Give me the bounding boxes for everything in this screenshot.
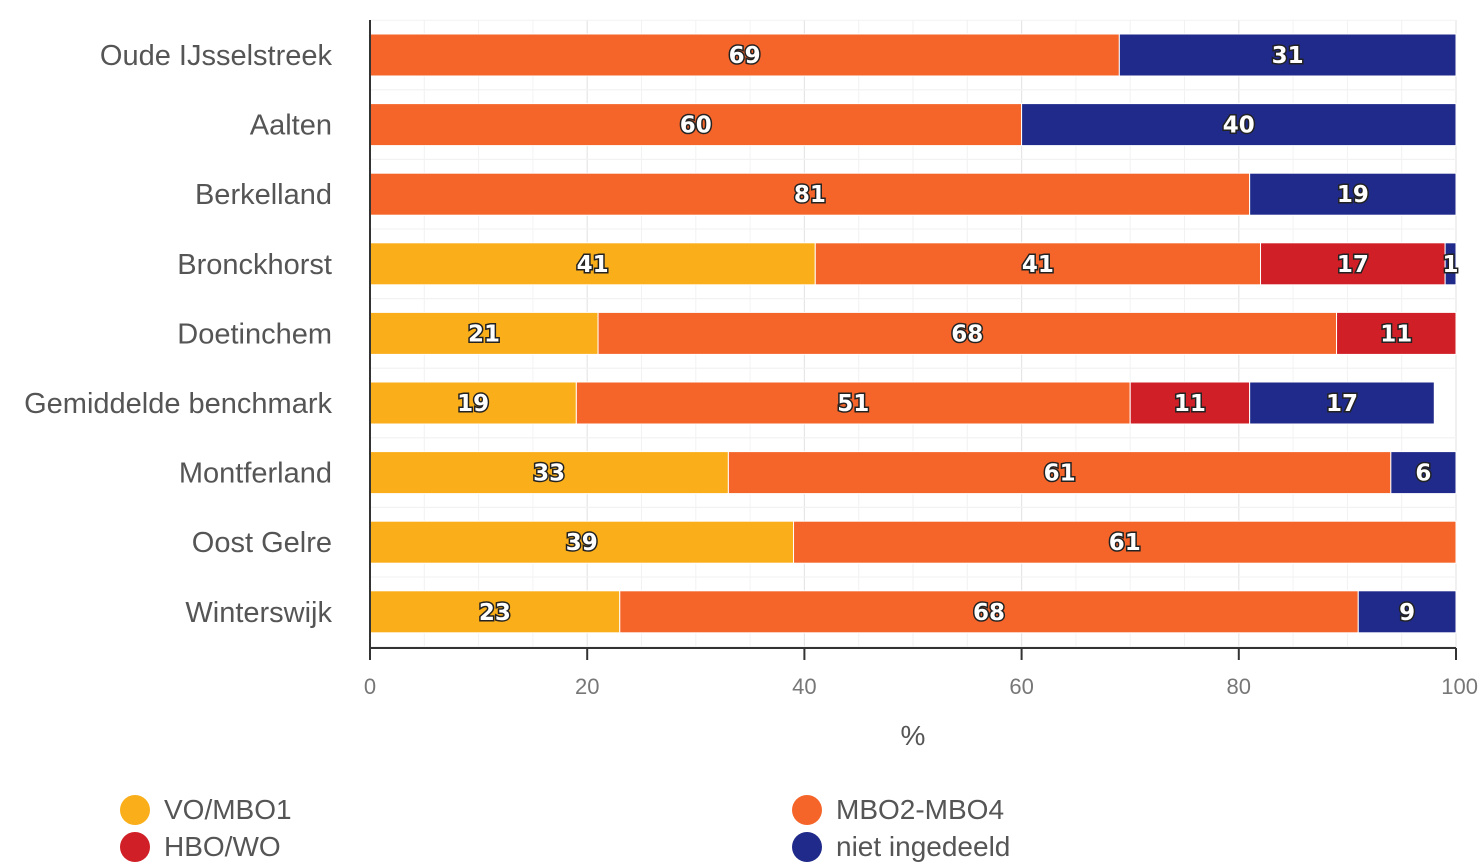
data-label: 68 [973, 600, 1005, 626]
x-tick-label: 40 [792, 674, 816, 699]
bar-segment-niet-ingedeeld[interactable] [1444, 242, 1457, 286]
x-axis-title: % [901, 720, 926, 751]
legend-label: HBO/WO [164, 831, 281, 862]
bar-segment-vo-mbo1[interactable] [369, 590, 621, 634]
legend-swatch-icon [120, 795, 150, 825]
legend: VO/MBO1 HBO/WO MBO2-MBO4 niet ingedeeld [0, 780, 1483, 867]
data-label: 51 [837, 391, 869, 417]
x-axis: 0 20 40 60 80 100 [364, 20, 1478, 699]
data-label: 61 [1044, 461, 1076, 487]
bar-segment-niet-ingedeeld[interactable] [1021, 103, 1457, 147]
legend-swatch-icon [120, 832, 150, 862]
legend-swatch-icon [792, 795, 822, 825]
data-label: 61 [1109, 530, 1141, 556]
category-label: Winterswijk [185, 597, 332, 629]
legend-label: VO/MBO1 [164, 794, 292, 825]
bar-segment-vo-mbo1[interactable] [369, 311, 599, 355]
stacked-bar-chart: 69 31 60 40 81 19 41 41 17 1 21 68 11 19 51 11 17 33 61 6 39… [24, 19, 1478, 751]
bar-segment-vo-mbo1[interactable] [369, 520, 795, 564]
category-label: Montferland [179, 458, 332, 490]
legend-item-mbo2-mbo4[interactable]: MBO2-MBO4 [792, 792, 1004, 828]
data-label: 19 [1337, 182, 1369, 208]
category-label: Aalten [250, 110, 332, 142]
legend-item-vo-mbo1[interactable]: VO/MBO1 [120, 792, 292, 828]
data-label: 11 [1174, 391, 1206, 417]
x-tick-label: 80 [1227, 674, 1251, 699]
bar-segment-mbo2-mbo4[interactable] [814, 242, 1262, 286]
data-label: 39 [566, 530, 598, 556]
legend-swatch-icon [792, 832, 822, 862]
bar-segment-hbo-wo[interactable] [1336, 311, 1457, 355]
category-label: Oost Gelre [192, 527, 332, 559]
bar-segment-niet-ingedeeld[interactable] [1249, 172, 1457, 216]
bar-segment-niet-ingedeeld[interactable] [1118, 33, 1457, 77]
x-tick-label: 100 [1441, 674, 1478, 699]
bar-segment-mbo2-mbo4[interactable] [369, 103, 1023, 147]
data-label: 33 [533, 461, 565, 487]
bar-segment-niet-ingedeeld[interactable] [1390, 451, 1457, 495]
bars-group: 69 31 60 40 81 19 41 41 17 1 21 68 11 19 51 11 17 33 61 6 39… [369, 33, 1460, 634]
data-label: 17 [1337, 252, 1369, 278]
category-label: Bronckhorst [177, 249, 332, 281]
data-label: 19 [457, 391, 489, 417]
bar-segment-niet-ingedeeld[interactable] [1249, 381, 1435, 425]
bar-segment-vo-mbo1[interactable] [369, 381, 577, 425]
category-label: Berkelland [195, 179, 332, 211]
data-label: 31 [1272, 43, 1304, 69]
data-label: 21 [468, 321, 500, 347]
category-label: Doetinchem [177, 318, 332, 350]
data-label: 9 [1399, 600, 1415, 626]
legend-label: niet ingedeeld [836, 831, 1011, 862]
data-label: 6 [1415, 461, 1431, 487]
legend-label: MBO2-MBO4 [836, 794, 1005, 825]
x-tick-label: 20 [575, 674, 599, 699]
bar-segment-mbo2-mbo4[interactable] [369, 172, 1251, 216]
data-label: 17 [1326, 391, 1358, 417]
category-label: Oude IJsselstreek [100, 40, 333, 72]
data-label: 23 [479, 600, 511, 626]
legend-item-niet-ingedeeld[interactable]: niet ingedeeld [792, 829, 1010, 865]
bar-segment-hbo-wo[interactable] [1129, 381, 1251, 425]
data-label: 81 [794, 182, 826, 208]
data-label: 41 [577, 252, 609, 278]
bar-segment-mbo2-mbo4[interactable] [727, 451, 1392, 495]
bar-segment-mbo2-mbo4[interactable] [619, 590, 1359, 634]
bar-segment-hbo-wo[interactable] [1260, 242, 1446, 286]
data-label: 1 [1443, 252, 1459, 278]
data-label: 11 [1380, 321, 1412, 347]
bar-segment-niet-ingedeeld[interactable] [1357, 590, 1457, 634]
data-label: 68 [951, 321, 983, 347]
bar-segment-mbo2-mbo4[interactable] [369, 33, 1120, 77]
data-label: 69 [729, 43, 761, 69]
x-tick-label: 0 [364, 674, 376, 699]
data-label: 40 [1223, 113, 1255, 139]
category-labels: Oude IJsselstreek Aalten Berkelland Bronckh… [24, 40, 332, 629]
data-label: 60 [680, 113, 712, 139]
x-tick-label: 60 [1009, 674, 1033, 699]
bar-segment-mbo2-mbo4[interactable] [793, 520, 1457, 564]
data-label: 41 [1022, 252, 1054, 278]
category-label: Gemiddelde benchmark [24, 388, 332, 420]
legend-item-hbo-wo[interactable]: HBO/WO [120, 829, 281, 865]
